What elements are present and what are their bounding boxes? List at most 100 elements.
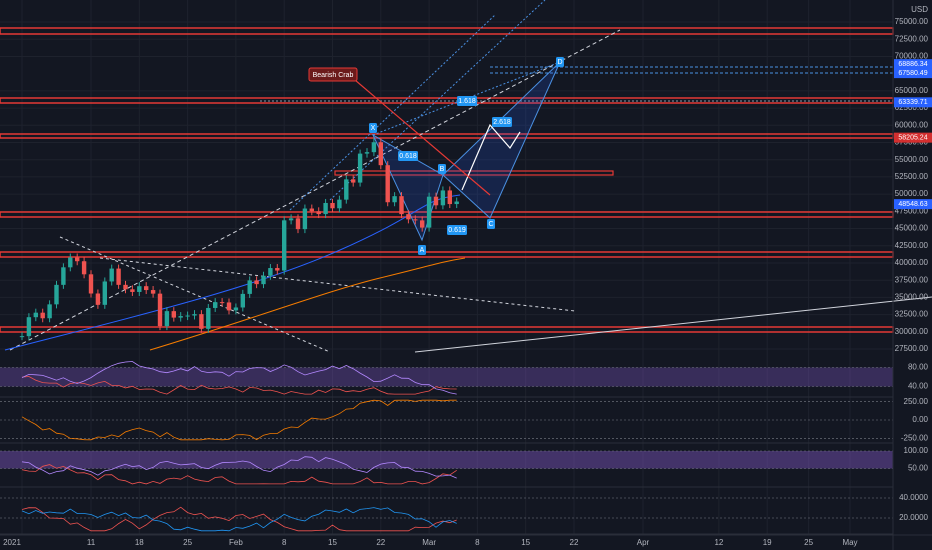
y-tick-label: 60000.00 [895, 120, 929, 129]
point-label: X [371, 125, 376, 132]
candle [130, 289, 135, 292]
candle [316, 211, 321, 215]
indicator-panels: 80.00 40.00 250.00 0.00 -250.00 100.00 50.00 40… [0, 361, 929, 535]
price-badge-label: 48548.63 [898, 201, 927, 208]
y-tick-label: 50000.00 [895, 189, 929, 198]
candle [309, 208, 314, 212]
candle [302, 208, 308, 230]
y-tick-label: 40000.00 [895, 258, 929, 267]
point-label-box [556, 57, 564, 67]
candle [454, 201, 459, 205]
candle [40, 312, 45, 319]
candle [364, 152, 370, 154]
indicator-line [21, 376, 457, 395]
candle [240, 293, 245, 308]
ratio-box [492, 117, 512, 127]
x-tick-label: Mar [422, 538, 436, 547]
candle [385, 165, 390, 203]
y-tick-label: 55000.00 [895, 155, 929, 164]
candle [192, 314, 197, 316]
x-tick-label: 8 [282, 538, 287, 547]
channel-line [9, 29, 621, 351]
ratio-label: 2.618 [493, 119, 511, 126]
y-tick-label: 27500.00 [895, 344, 929, 353]
x-tick-label: Apr [637, 538, 650, 547]
candle [88, 274, 94, 294]
price-badge [894, 97, 932, 108]
candle [157, 293, 163, 327]
panel-tick-label: -250.00 [901, 433, 929, 442]
indicator-line [21, 507, 457, 532]
x-tick-label: 15 [521, 538, 530, 547]
candle [420, 220, 425, 228]
indicator-line [21, 399, 457, 441]
candle [68, 257, 73, 268]
pattern-name: Bearish Crab [313, 72, 354, 79]
x-tick-label: 2021 [3, 538, 21, 547]
candle [351, 179, 356, 183]
price-badge [894, 59, 932, 70]
x-tick-label: 19 [763, 538, 772, 547]
y-tick-label: 45000.00 [895, 224, 929, 233]
channel-line [329, 0, 546, 201]
trend-line [414, 296, 932, 353]
point-label-box [369, 123, 377, 133]
price-badge-label: 58205.24 [898, 134, 927, 141]
candle [337, 199, 342, 209]
x-tick-label: May [842, 538, 857, 547]
y-tick-label: 35000.00 [895, 293, 929, 302]
point-label-box [487, 219, 495, 229]
indicator-line [21, 506, 457, 532]
candle [344, 179, 349, 200]
point-label: D [557, 59, 562, 66]
panel-tick-label: 40.00 [908, 382, 929, 391]
candle [226, 302, 232, 311]
point-label: C [488, 221, 493, 228]
candles [19, 138, 459, 341]
ratio-box [457, 96, 477, 106]
trend-line [99, 257, 576, 312]
y-tick-label: 65000.00 [895, 86, 929, 95]
price-badge-label: 63339.71 [898, 99, 927, 106]
candle [54, 284, 59, 305]
candle [164, 311, 170, 327]
price-badge [894, 132, 932, 143]
candle [357, 153, 363, 183]
candle [144, 286, 149, 291]
projection-arrow [461, 123, 521, 191]
resistance-zone [334, 170, 614, 176]
candle [330, 202, 335, 209]
candle [268, 268, 273, 276]
x-tick-label: 25 [804, 538, 813, 547]
candle [137, 286, 142, 292]
candle [81, 261, 87, 275]
candle [433, 196, 439, 206]
candle [102, 281, 107, 305]
x-tick-label: 25 [183, 538, 192, 547]
candle [75, 257, 80, 262]
drawings: Bearish Crab [0, 0, 932, 353]
trend-line [59, 236, 331, 353]
candle [282, 220, 287, 271]
panel-band [0, 451, 893, 469]
x-tick-label: 18 [135, 538, 144, 547]
candle [447, 190, 452, 205]
pattern-name-box [308, 67, 358, 82]
y-tick-label: 32500.00 [895, 310, 929, 319]
y-tick-label: 37500.00 [895, 275, 929, 284]
y-tick-label: 30000.00 [895, 327, 929, 336]
candle [378, 142, 383, 166]
panel-tick-label: 80.00 [908, 363, 929, 372]
panel-tick-label: 50.00 [908, 464, 929, 473]
indicator-line [21, 456, 457, 479]
candle [150, 290, 156, 294]
indicator-line [21, 464, 457, 485]
crab-line [354, 79, 491, 196]
panel-tick-label: 0.00 [912, 415, 928, 424]
candle [109, 268, 114, 282]
panel-tick-label: 250.00 [904, 397, 929, 406]
y-tick-label: 47500.00 [895, 206, 929, 215]
candle [171, 311, 176, 318]
